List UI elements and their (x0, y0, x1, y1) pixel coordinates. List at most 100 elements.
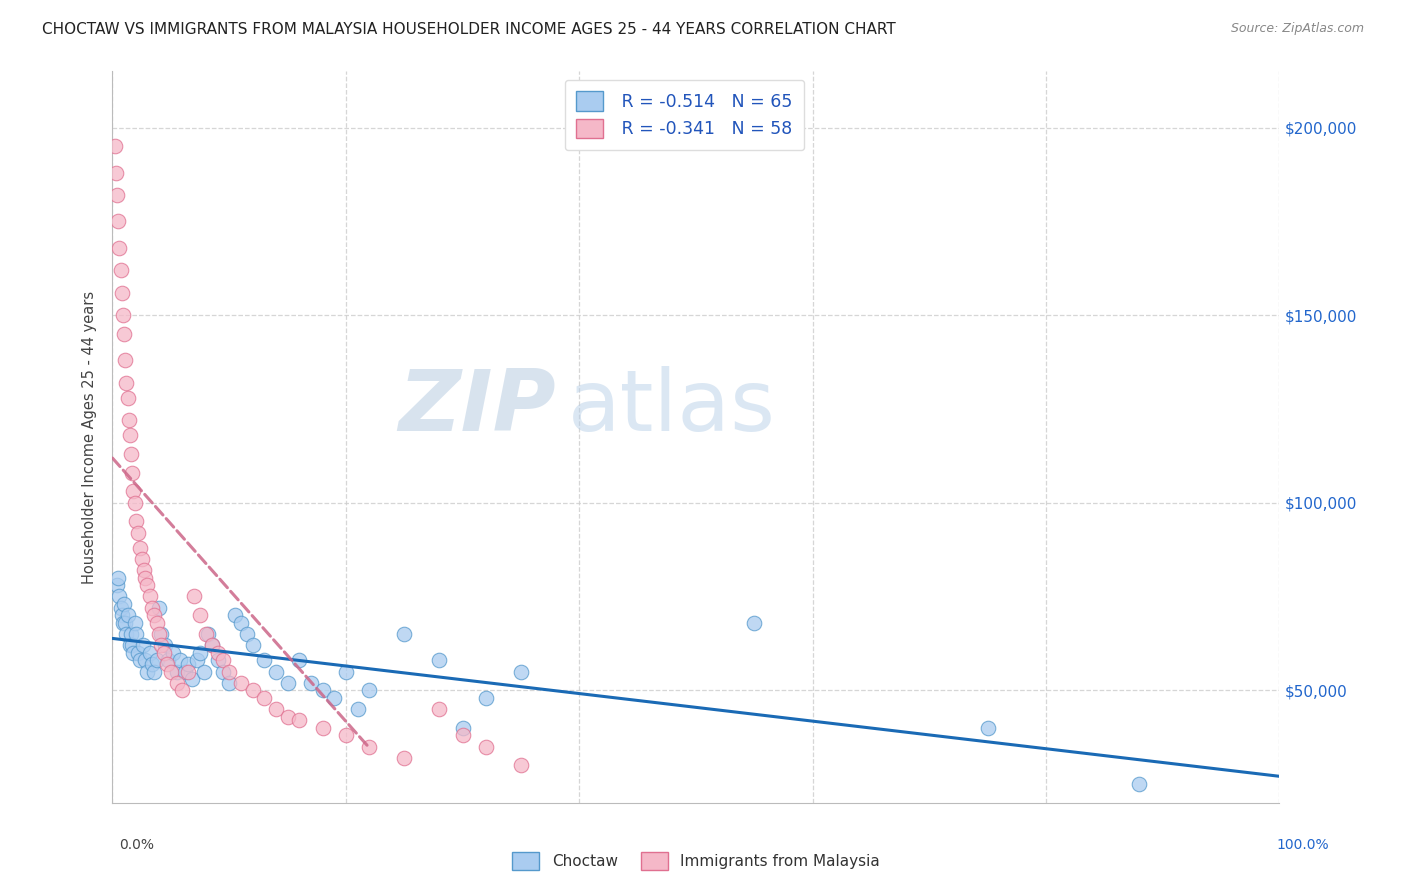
Point (136, 578, 159, 592)
Point (127, 646, 149, 660)
Point (111, 615, 134, 630)
Point (141, 600, 163, 615)
Point (114, 353, 136, 368)
Point (117, 608, 139, 623)
Point (197, 627, 219, 641)
Point (180, 672, 202, 686)
Point (253, 690, 276, 705)
Point (107, 214, 129, 228)
Point (124, 615, 146, 630)
Point (150, 638, 173, 652)
Point (475, 739, 498, 754)
Text: CHOCTAW VS IMMIGRANTS FROM MALAYSIA HOUSEHOLDER INCOME AGES 25 - 44 YEARS CORREL: CHOCTAW VS IMMIGRANTS FROM MALAYSIA HOUS… (42, 22, 896, 37)
Point (744, 615, 766, 630)
Text: 100.0%: 100.0% (1277, 838, 1329, 852)
Point (139, 646, 162, 660)
Point (104, 166, 127, 180)
Point (172, 683, 194, 698)
Point (125, 515, 148, 529)
Point (105, 578, 128, 592)
Point (394, 751, 416, 765)
Point (166, 665, 188, 679)
Point (207, 646, 229, 660)
Point (242, 638, 264, 652)
Point (108, 590, 131, 604)
Point (111, 285, 134, 300)
Point (311, 721, 333, 735)
Point (427, 702, 450, 716)
Point (122, 484, 145, 499)
Point (229, 675, 252, 690)
Point (148, 627, 170, 641)
Point (1128, 777, 1150, 791)
Point (122, 646, 145, 660)
Point (153, 646, 176, 660)
Point (134, 571, 156, 585)
Point (169, 653, 191, 667)
Point (201, 638, 224, 652)
Point (120, 627, 142, 641)
Point (118, 638, 141, 652)
Point (107, 571, 129, 585)
Point (335, 665, 357, 679)
Point (112, 597, 135, 611)
Point (218, 665, 240, 679)
Point (427, 653, 450, 667)
Point (976, 721, 998, 735)
Point (141, 657, 163, 671)
Point (335, 728, 357, 742)
Point (160, 665, 183, 679)
Point (129, 541, 152, 555)
Point (509, 665, 531, 679)
Point (132, 563, 155, 577)
Y-axis label: Householder Income Ages 25 - 44 years: Householder Income Ages 25 - 44 years (82, 291, 97, 583)
Point (218, 675, 240, 690)
Point (143, 665, 166, 679)
Point (359, 683, 381, 698)
Point (115, 376, 138, 390)
Point (224, 608, 246, 623)
Point (253, 653, 276, 667)
Point (212, 665, 235, 679)
Point (509, 758, 531, 772)
Point (129, 653, 152, 667)
Point (120, 447, 142, 461)
Point (146, 653, 169, 667)
Point (451, 721, 474, 735)
Point (124, 496, 146, 510)
Point (183, 590, 205, 604)
Point (139, 590, 162, 604)
Text: 0.0%: 0.0% (120, 838, 155, 852)
Point (111, 608, 134, 623)
Point (134, 653, 156, 667)
Point (242, 683, 264, 698)
Point (136, 665, 159, 679)
Point (235, 627, 257, 641)
Point (299, 675, 322, 690)
Point (177, 665, 200, 679)
Point (131, 552, 153, 566)
Point (188, 646, 211, 660)
Point (264, 665, 287, 679)
Point (146, 615, 169, 630)
Legend: Choctaw, Immigrants from Malaysia: Choctaw, Immigrants from Malaysia (506, 846, 886, 876)
Point (451, 728, 474, 742)
Point (150, 627, 173, 641)
Point (153, 638, 176, 652)
Point (475, 690, 498, 705)
Point (288, 653, 311, 667)
Point (125, 627, 148, 641)
Point (212, 653, 235, 667)
Point (117, 391, 139, 405)
Point (394, 627, 416, 641)
Point (114, 615, 136, 630)
Point (177, 657, 200, 671)
Point (105, 188, 128, 202)
Point (104, 139, 127, 153)
Point (156, 657, 179, 671)
Point (229, 615, 252, 630)
Point (108, 241, 131, 255)
Point (311, 683, 333, 698)
Point (118, 428, 141, 442)
Point (121, 638, 143, 652)
